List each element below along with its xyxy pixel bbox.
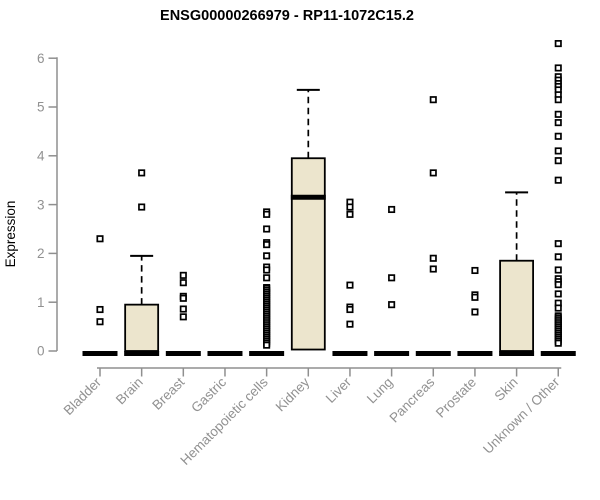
y-tick-label: 5 — [37, 100, 45, 115]
x-tick-label-lung: Lung — [364, 375, 396, 407]
boxplot-liver — [332, 198, 368, 356]
outlier-point — [429, 96, 437, 104]
outlier-point — [554, 240, 562, 248]
boxplot-lung — [374, 205, 410, 356]
x-tick-label-skin: Skin — [492, 375, 521, 404]
outlier-point — [429, 265, 437, 273]
boxplot-pancreas — [415, 96, 451, 356]
outlier-point — [554, 253, 562, 261]
outlier-point — [263, 252, 271, 260]
outlier-point — [388, 205, 396, 214]
outlier-point — [179, 279, 187, 287]
outlier-point — [429, 169, 437, 177]
plot-marks — [82, 40, 576, 356]
outlier-point — [346, 320, 354, 328]
outlier-point — [346, 203, 354, 211]
boxplot-kidney — [290, 88, 326, 351]
y-axis-title: Expression — [3, 201, 18, 268]
x-tick-label-gastric: Gastric — [188, 374, 229, 415]
boxplot-bladder — [82, 235, 118, 356]
x-tick-label-brain: Brain — [113, 375, 146, 408]
boxplot-hematopoietic-cells — [249, 208, 285, 356]
outlier-point — [138, 203, 146, 211]
outlier-point — [471, 308, 479, 316]
outlier-point — [388, 301, 396, 309]
boxplot-prostate — [457, 266, 493, 356]
outlier-point — [263, 274, 271, 282]
x-tick-label-unknown-other: Unknown / Other — [480, 374, 563, 457]
y-tick-label: 3 — [37, 197, 45, 212]
y-tick-label: 4 — [37, 149, 45, 164]
outlier-point — [554, 157, 562, 165]
outlier-point — [554, 290, 562, 298]
outlier-point — [554, 266, 562, 274]
x-tick-label-bladder: Bladder — [61, 374, 105, 418]
outlier-point — [554, 176, 562, 184]
chart-title: ENSG00000266979 - RP11-1072C15.2 — [160, 8, 414, 24]
y-axis: 0 1 2 3 4 5 6 — [37, 51, 58, 359]
outlier-point — [263, 241, 271, 249]
y-tick-label: 0 — [37, 344, 45, 359]
outlier-point — [263, 210, 271, 218]
outlier-point — [263, 266, 271, 274]
box-rect — [290, 157, 326, 351]
outlier-point — [554, 64, 562, 72]
outlier-point — [138, 169, 146, 177]
outlier-point — [554, 339, 562, 347]
boxplot-skin — [499, 191, 535, 356]
y-tick-label: 6 — [37, 51, 45, 66]
x-tick-label-kidney: Kidney — [273, 374, 313, 414]
x-tick-label-prostate: Prostate — [433, 375, 479, 421]
outlier-point — [96, 318, 104, 326]
outlier-point — [179, 294, 187, 302]
boxplot-breast — [165, 271, 201, 356]
outlier-point — [554, 110, 562, 118]
outlier-point — [429, 254, 437, 262]
box-rect — [499, 259, 535, 352]
outlier-point — [554, 304, 562, 312]
outlier-point — [179, 271, 187, 279]
outlier-point — [263, 341, 271, 349]
outlier-point — [471, 293, 479, 301]
outlier-point — [554, 40, 562, 48]
outlier-point — [471, 266, 479, 275]
outlier-point — [554, 281, 562, 289]
outlier-point — [96, 305, 104, 314]
outlier-point — [554, 119, 562, 127]
x-tick-label-pancreas: Pancreas — [386, 374, 437, 425]
outlier-point — [179, 313, 187, 321]
outlier-point — [554, 132, 562, 140]
outlier-point — [554, 96, 562, 104]
outlier-point — [346, 210, 354, 218]
y-tick-label: 1 — [37, 295, 45, 310]
outlier-point — [263, 225, 271, 233]
outlier-point — [179, 305, 187, 313]
outlier-point — [388, 274, 396, 282]
x-tick-label-liver: Liver — [323, 374, 355, 406]
x-tick-label-breast: Breast — [149, 374, 187, 412]
outlier-point — [554, 147, 562, 155]
y-tick-label: 2 — [37, 246, 45, 261]
outlier-point — [96, 235, 104, 243]
outlier-point — [346, 281, 354, 289]
boxplot-brain — [124, 169, 160, 356]
box-rect — [124, 303, 160, 352]
boxplot-unknown-other — [540, 40, 576, 356]
outlier-point — [346, 305, 354, 314]
